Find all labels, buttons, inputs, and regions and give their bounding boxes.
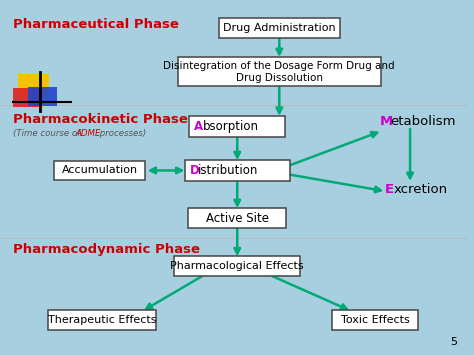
Text: Pharmacological Effects: Pharmacological Effects <box>171 261 304 271</box>
Bar <box>18 74 49 95</box>
Text: Pharmaceutical Phase: Pharmaceutical Phase <box>13 18 179 31</box>
Text: bsorption: bsorption <box>202 120 258 133</box>
Text: xcretion: xcretion <box>394 183 448 196</box>
Text: Pharmacodynamic Phase: Pharmacodynamic Phase <box>13 243 200 256</box>
Text: D: D <box>190 164 199 177</box>
Text: etabolism: etabolism <box>391 115 456 128</box>
Text: Accumulation: Accumulation <box>62 165 137 175</box>
Bar <box>178 58 381 86</box>
Text: A: A <box>194 120 203 133</box>
Text: E: E <box>384 183 393 196</box>
Text: ADME: ADME <box>75 129 100 138</box>
Text: (Time course of: (Time course of <box>13 129 83 138</box>
Bar <box>332 310 418 330</box>
Text: Drug Administration: Drug Administration <box>223 23 336 33</box>
Bar <box>48 310 155 330</box>
Text: Active Site: Active Site <box>206 212 269 224</box>
Text: M: M <box>380 115 393 128</box>
Bar <box>28 87 57 106</box>
Bar <box>13 88 42 107</box>
Text: processes): processes) <box>97 129 146 138</box>
Bar <box>188 208 286 228</box>
Bar <box>174 256 301 276</box>
Bar <box>54 160 145 180</box>
Text: Disintegration of the Dosage Form Drug and
Drug Dissolution: Disintegration of the Dosage Form Drug a… <box>164 61 395 83</box>
Text: Therapeutic Effects: Therapeutic Effects <box>47 315 156 325</box>
Text: 5: 5 <box>450 337 457 347</box>
Bar <box>190 116 285 137</box>
Text: istribution: istribution <box>198 164 258 177</box>
Text: Pharmacokinetic Phase: Pharmacokinetic Phase <box>13 113 188 126</box>
Bar <box>219 18 340 38</box>
Text: Toxic Effects: Toxic Effects <box>341 315 410 325</box>
Bar <box>185 160 290 181</box>
